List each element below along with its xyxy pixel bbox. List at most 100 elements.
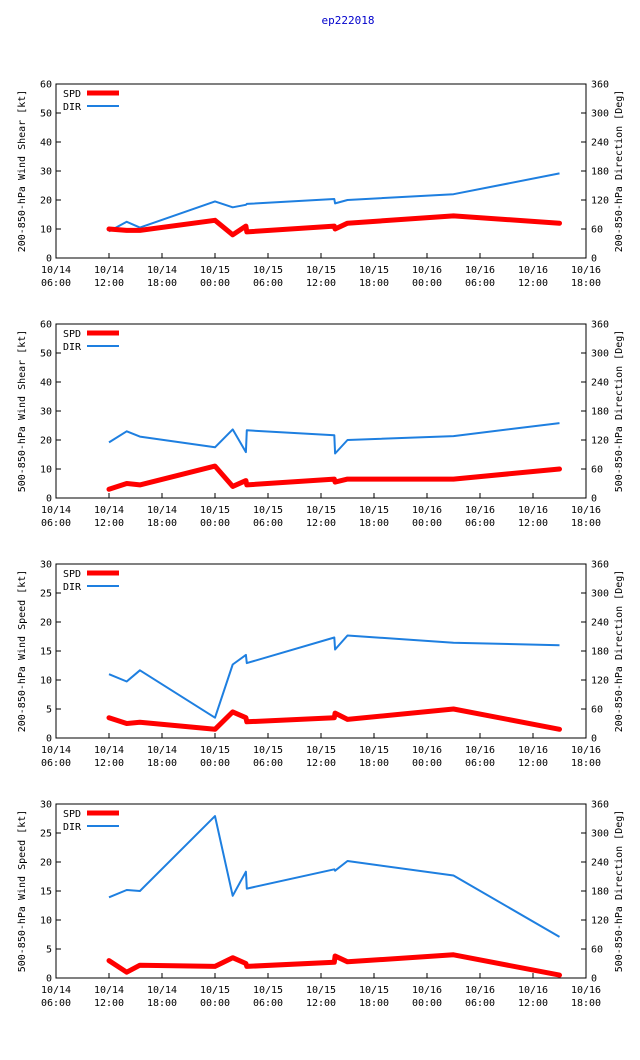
y-tick-label: 10 bbox=[40, 916, 52, 927]
x-tick-date: 10/15 bbox=[306, 505, 336, 516]
y2-tick-label: 60 bbox=[591, 705, 603, 716]
series-dir-line bbox=[108, 422, 560, 455]
y-axis-label: 500-850-hPa Wind Shear [kt] bbox=[17, 330, 28, 493]
series-spd-line bbox=[106, 706, 562, 732]
y2-tick-label: 360 bbox=[591, 80, 609, 91]
x-tick-date: 10/16 bbox=[412, 265, 442, 276]
x-tick-date: 10/16 bbox=[465, 265, 495, 276]
y2-axis-label: 500-850-hPa Direction [Deg] bbox=[614, 810, 625, 973]
x-tick-date: 10/16 bbox=[571, 505, 601, 516]
legend-dir-label: DIR bbox=[63, 342, 82, 353]
x-tick-date: 10/15 bbox=[359, 745, 389, 756]
x-tick-time: 12:00 bbox=[94, 758, 124, 769]
y-tick-label: 0 bbox=[46, 254, 52, 265]
y2-tick-label: 240 bbox=[591, 858, 609, 869]
x-tick-time: 00:00 bbox=[412, 758, 442, 769]
y-tick-label: 50 bbox=[40, 109, 52, 120]
y2-tick-label: 300 bbox=[591, 109, 609, 120]
y2-axis-label: 200-850-hPa Direction [Deg] bbox=[614, 90, 625, 253]
x-tick-time: 18:00 bbox=[147, 518, 177, 529]
legend-spd-label: SPD bbox=[63, 809, 81, 820]
x-tick-time: 00:00 bbox=[412, 998, 442, 1009]
y2-tick-label: 0 bbox=[591, 734, 597, 745]
x-tick-time: 18:00 bbox=[359, 278, 389, 289]
x-tick-time: 06:00 bbox=[253, 998, 283, 1009]
series-spd-line bbox=[106, 213, 562, 238]
y-tick-label: 0 bbox=[46, 734, 52, 745]
x-tick-date: 10/15 bbox=[359, 265, 389, 276]
x-tick-time: 12:00 bbox=[94, 278, 124, 289]
y2-tick-label: 60 bbox=[591, 945, 603, 956]
x-tick-time: 06:00 bbox=[253, 278, 283, 289]
y-tick-label: 25 bbox=[40, 589, 52, 600]
x-tick-date: 10/15 bbox=[306, 265, 336, 276]
x-tick-date: 10/16 bbox=[465, 505, 495, 516]
x-tick-time: 06:00 bbox=[41, 758, 71, 769]
x-tick-date: 10/14 bbox=[41, 505, 71, 516]
x-tick-time: 12:00 bbox=[94, 998, 124, 1009]
x-tick-time: 12:00 bbox=[94, 518, 124, 529]
x-tick-date: 10/15 bbox=[200, 745, 230, 756]
y-tick-label: 30 bbox=[40, 800, 52, 811]
x-tick-time: 06:00 bbox=[465, 758, 495, 769]
x-tick-date: 10/16 bbox=[518, 505, 548, 516]
x-tick-time: 12:00 bbox=[518, 998, 548, 1009]
y2-tick-label: 180 bbox=[591, 647, 609, 658]
chart-panel-2: 0 10 20 30 40 50 60 0 60 120 180 240 300 360 10/14 06:0… bbox=[17, 320, 625, 530]
x-tick-date: 10/15 bbox=[253, 505, 283, 516]
y2-tick-label: 180 bbox=[591, 887, 609, 898]
x-tick-time: 18:00 bbox=[359, 518, 389, 529]
page-title: ep222018 bbox=[322, 14, 375, 27]
y-tick-label: 40 bbox=[40, 378, 52, 389]
y2-tick-label: 180 bbox=[591, 167, 609, 178]
series-dir-line bbox=[108, 634, 560, 719]
legend-spd-label: SPD bbox=[63, 89, 81, 100]
x-tick-date: 10/14 bbox=[147, 505, 177, 516]
x-tick-date: 10/14 bbox=[41, 985, 71, 996]
y2-tick-label: 240 bbox=[591, 138, 609, 149]
chart-panel-1: 0 10 20 30 40 50 60 0 60 120 180 240 300 360 10/14 06:0… bbox=[17, 80, 625, 290]
y-tick-label: 20 bbox=[40, 436, 52, 447]
x-tick-time: 12:00 bbox=[306, 758, 336, 769]
y-tick-label: 20 bbox=[40, 858, 52, 869]
x-tick-date: 10/14 bbox=[41, 265, 71, 276]
x-tick-date: 10/15 bbox=[306, 745, 336, 756]
legend-spd-label: SPD bbox=[63, 329, 81, 340]
x-tick-date: 10/16 bbox=[412, 745, 442, 756]
y2-tick-label: 360 bbox=[591, 320, 609, 331]
x-tick-time: 06:00 bbox=[465, 518, 495, 529]
x-tick-time: 18:00 bbox=[147, 758, 177, 769]
x-tick-date: 10/16 bbox=[412, 985, 442, 996]
y2-tick-label: 300 bbox=[591, 829, 609, 840]
series-dir-line bbox=[108, 172, 560, 233]
x-tick-date: 10/15 bbox=[200, 265, 230, 276]
x-tick-date: 10/14 bbox=[94, 985, 124, 996]
y-tick-label: 30 bbox=[40, 167, 52, 178]
x-tick-time: 00:00 bbox=[412, 518, 442, 529]
x-tick-time: 00:00 bbox=[200, 518, 230, 529]
y-tick-label: 10 bbox=[40, 676, 52, 687]
x-tick-time: 06:00 bbox=[41, 998, 71, 1009]
chart-panel-3: 05101520253006012018024030036010/1406:00… bbox=[17, 560, 625, 770]
y-axis-label: 500-850-hPa Wind Speed [kt] bbox=[17, 810, 28, 973]
x-tick-date: 10/16 bbox=[571, 985, 601, 996]
plot-frame bbox=[55, 563, 587, 739]
x-tick-date: 10/16 bbox=[412, 505, 442, 516]
x-tick-date: 10/16 bbox=[465, 745, 495, 756]
x-tick-time: 06:00 bbox=[41, 278, 71, 289]
x-tick-date: 10/14 bbox=[147, 985, 177, 996]
x-tick-date: 10/14 bbox=[41, 745, 71, 756]
x-tick-time: 06:00 bbox=[253, 758, 283, 769]
legend-dir-label: DIR bbox=[63, 582, 82, 593]
y2-tick-label: 60 bbox=[591, 465, 603, 476]
y2-axis-label: 200-850-hPa Direction [Deg] bbox=[614, 570, 625, 733]
y-tick-label: 25 bbox=[40, 829, 52, 840]
x-tick-date: 10/16 bbox=[518, 745, 548, 756]
x-tick-time: 00:00 bbox=[412, 278, 442, 289]
y2-tick-label: 120 bbox=[591, 676, 609, 687]
x-tick-date: 10/16 bbox=[571, 265, 601, 276]
x-tick-time: 00:00 bbox=[200, 278, 230, 289]
y-tick-label: 15 bbox=[40, 647, 52, 658]
y-tick-label: 0 bbox=[46, 974, 52, 985]
